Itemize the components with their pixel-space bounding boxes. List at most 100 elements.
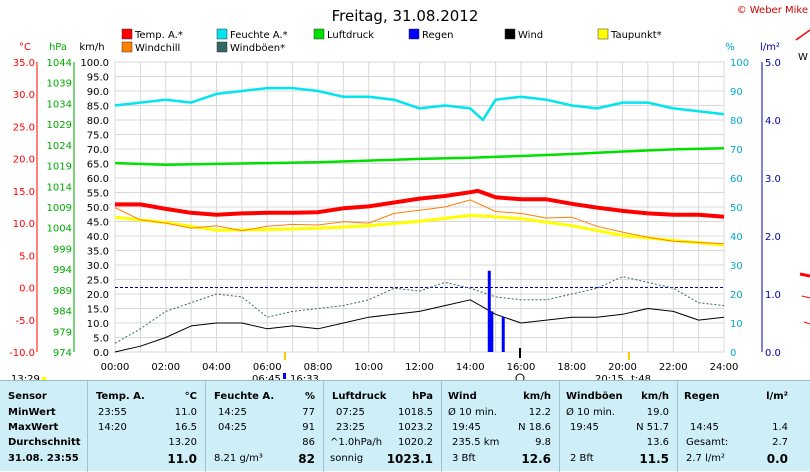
rain-today: 2.7 l/m² bbox=[686, 453, 725, 464]
axis-tick-label: 1024 bbox=[47, 141, 72, 152]
legend-label: Windböen* bbox=[230, 43, 285, 54]
temp-min-value: 11.0 bbox=[174, 407, 197, 418]
axis-tick-label: 30.0 bbox=[13, 90, 35, 101]
axis-tick-label: 1019 bbox=[47, 162, 72, 173]
wind-max-time: 19:45 bbox=[452, 422, 481, 433]
wind-avg-value: 9.8 bbox=[535, 437, 551, 448]
svg-text:W: W bbox=[798, 52, 808, 63]
row-label-min: MinWert bbox=[8, 407, 56, 418]
legend-label: Windchill bbox=[135, 43, 180, 54]
unit-temp: °C bbox=[19, 42, 31, 53]
pressure-forecast: sonnig bbox=[330, 453, 364, 464]
x-tick-label: 06:00 bbox=[253, 362, 282, 373]
bottom-markers: 13:29 06:45 16:33 20:15 t:48 bbox=[11, 348, 651, 380]
series-line bbox=[115, 188, 725, 219]
axis-tick-label: 4.0 bbox=[765, 116, 781, 127]
legend-swatch bbox=[216, 28, 228, 40]
series-line bbox=[114, 276, 725, 344]
pressure-header: Luftdruck bbox=[332, 391, 387, 402]
legend-swatch bbox=[216, 41, 228, 53]
sunrise-flag-icon bbox=[283, 373, 286, 379]
x-tick-label: 22:00 bbox=[659, 362, 688, 373]
x-tick-label: 02:00 bbox=[151, 362, 180, 373]
rain-total-value: 2.7 bbox=[772, 437, 788, 448]
temp-max-value: 16.5 bbox=[174, 422, 197, 433]
axis-tick-label: -10.0 bbox=[9, 348, 35, 359]
axis-tick-label: 5.0 bbox=[93, 334, 109, 345]
axis-tick-label: 70 bbox=[730, 145, 743, 156]
unit-rain: l/m² bbox=[760, 42, 780, 53]
axis-tick-label: 0.0 bbox=[19, 284, 35, 295]
axis-tick-label: 0.0 bbox=[765, 348, 781, 359]
wind-max-value: N 18.6 bbox=[518, 422, 551, 433]
wind-beaufort: 3 Bft bbox=[452, 453, 476, 464]
temp-header: Temp. A. bbox=[96, 391, 145, 402]
axis-tick-label: 55.0 bbox=[87, 189, 109, 200]
legend-swatch bbox=[504, 28, 516, 40]
wind-avg10-value: 12.2 bbox=[528, 407, 551, 418]
humidity-max-value: 91 bbox=[302, 422, 315, 433]
rain-max-value: 1.4 bbox=[772, 422, 788, 433]
pressure-unit: hPa bbox=[412, 391, 433, 402]
legend-label: Wind bbox=[518, 30, 543, 41]
series-line bbox=[114, 299, 725, 353]
wind-unit: km/h bbox=[523, 391, 551, 402]
wind-current-value: 12.6 bbox=[521, 452, 551, 466]
rain-bar bbox=[487, 270, 491, 352]
legend-swatch bbox=[597, 28, 609, 40]
legend-label: Taupunkt* bbox=[610, 30, 662, 41]
axis-tick-label: 20.0 bbox=[13, 155, 35, 166]
legend-label: Temp. A.* bbox=[134, 30, 183, 41]
axis-tick-label: 85.0 bbox=[87, 102, 109, 113]
row-label-max: MaxWert bbox=[8, 422, 59, 433]
statistics-table: Sensor MinWert MaxWert Durchschnitt 31.0… bbox=[0, 380, 810, 472]
axis-tick-label: 15.0 bbox=[13, 187, 35, 198]
axis-tick-label: 979 bbox=[53, 327, 72, 338]
row-label-current: 31.08. 23:55 bbox=[8, 453, 79, 464]
axis-tick-label: 50 bbox=[730, 203, 743, 214]
axis-tick-label: 5.0 bbox=[765, 58, 781, 69]
axis-tick-label: 40 bbox=[730, 232, 743, 243]
axis-tick-label: -5.0 bbox=[15, 316, 35, 327]
unit-humidity: % bbox=[725, 42, 735, 53]
gusts-max-value: N 51.7 bbox=[636, 422, 669, 433]
axis-tick-label: 1039 bbox=[47, 79, 72, 90]
moon-label: t:48 bbox=[631, 374, 651, 380]
axis-tick-label: 974 bbox=[53, 348, 72, 359]
axis-ticks: 35.0 30.0 25.0 20.0 15.0 10.0 5.0 0.0 -5.0 -10.0 1… bbox=[9, 58, 781, 373]
temp-current-value: 11.0 bbox=[167, 452, 197, 466]
axis-tick-label: 65.0 bbox=[87, 160, 109, 171]
axis-tick-label: 100.0 bbox=[80, 58, 109, 69]
temp-avg-value: 13.20 bbox=[168, 437, 197, 448]
axis-tick-label: 90 bbox=[730, 87, 743, 98]
axis-tick-label: 30 bbox=[730, 261, 743, 272]
x-tick-label: 18:00 bbox=[557, 362, 586, 373]
gusts-avg-value: 13.6 bbox=[646, 437, 669, 448]
grid bbox=[114, 61, 725, 353]
humidity-avg-value: 86 bbox=[302, 437, 315, 448]
legend-label: Luftdruck bbox=[327, 30, 374, 41]
copyright-label: © Weber Mike bbox=[737, 5, 808, 16]
pressure-max-value: 1023.2 bbox=[398, 422, 433, 433]
series-line bbox=[114, 199, 725, 245]
legend-swatch bbox=[121, 28, 133, 40]
pressure-min-time: 07:25 bbox=[336, 407, 365, 418]
rain-column: Regen l/m² 14:45 1.4 Gesamt: 2.7 2.7 l/m² 0.… bbox=[678, 381, 810, 472]
gusts-unit: km/h bbox=[641, 391, 669, 402]
axis-tick-label: 60.0 bbox=[87, 174, 109, 185]
left-time-label: 13:29 bbox=[11, 374, 40, 380]
axis-tick-label: 90.0 bbox=[87, 87, 109, 98]
axis-unit-labels: °C hPa km/h% l/m² bbox=[19, 42, 780, 53]
sensor-column: Sensor MinWert MaxWert Durchschnitt 31.0… bbox=[0, 381, 88, 472]
axis-tick-label: 25.0 bbox=[87, 276, 109, 287]
wind-distance: 235.5 km bbox=[452, 437, 500, 448]
gusts-beaufort: 2 Bft bbox=[570, 453, 594, 464]
axis-tick-label: 989 bbox=[53, 286, 72, 297]
humidity-absolute: 8.21 g/m³ bbox=[214, 453, 263, 464]
axis-tick-label: 5.0 bbox=[19, 251, 35, 262]
axis-tick-label: 1014 bbox=[47, 182, 72, 193]
axis-tick-label: 20 bbox=[730, 290, 743, 301]
humidity-unit: % bbox=[304, 391, 315, 402]
axis-tick-label: 75.0 bbox=[87, 131, 109, 142]
humidity-column: Feuchte A.% 14:25 77 04:25 91 86 8.21 g/m³… bbox=[206, 381, 324, 472]
